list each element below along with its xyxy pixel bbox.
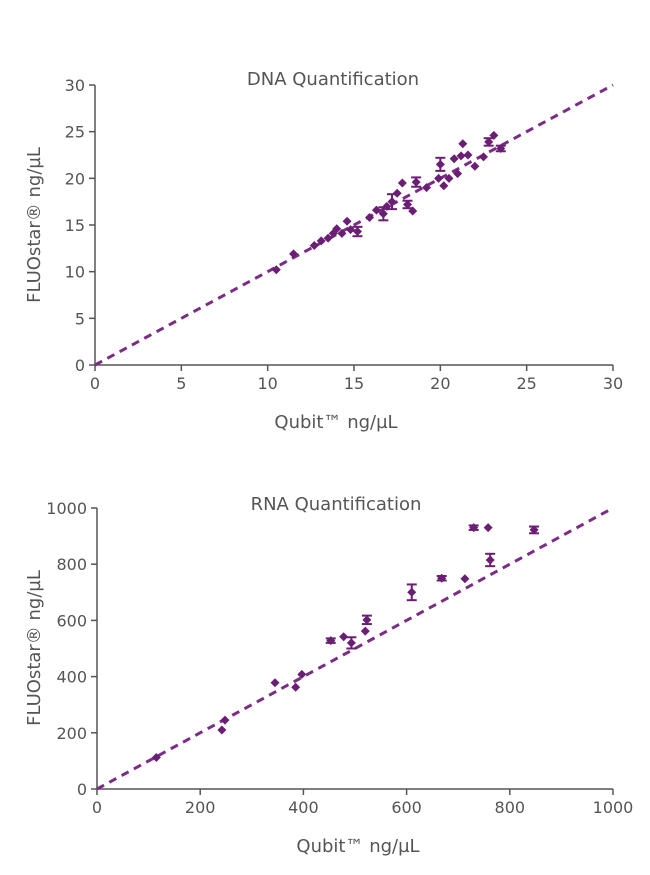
y-tick-label: 1000	[46, 499, 87, 518]
x-tick-label: 10	[257, 374, 277, 393]
dna-quantification-chart: DNA Quantification 0 5 10 15 20 25 30 0 5 10 15 20…	[24, 69, 623, 433]
dna-data-points	[271, 130, 506, 275]
data-point	[362, 615, 372, 625]
dna-reference-line	[94, 83, 614, 367]
data-point	[529, 525, 539, 535]
data-point	[458, 139, 468, 149]
y-tick-label: 200	[56, 724, 87, 743]
data-point	[271, 265, 281, 275]
rna-chart-title: RNA Quantification	[251, 494, 422, 515]
y-tick-label: 0	[77, 780, 87, 799]
dna-y-axis-label: FLUOstar® ng/µL	[24, 147, 45, 303]
data-point	[352, 227, 362, 237]
data-point	[463, 150, 473, 160]
x-tick-label: 800	[495, 798, 526, 817]
x-tick-label: 30	[603, 374, 623, 393]
data-point	[439, 181, 449, 191]
data-point	[346, 638, 356, 648]
data-point	[422, 183, 432, 193]
data-point	[291, 682, 301, 692]
data-point	[289, 249, 299, 259]
data-point	[470, 161, 480, 171]
dna-chart-title: DNA Quantification	[247, 69, 419, 90]
rna-quantification-chart: RNA Quantification 0 200 400 600 800 1000 0 20…	[24, 494, 633, 857]
data-point	[408, 206, 418, 216]
data-point	[151, 753, 161, 763]
data-point	[403, 199, 413, 209]
data-point	[434, 173, 444, 183]
data-point	[485, 555, 495, 565]
data-point	[309, 241, 319, 251]
data-point	[387, 197, 397, 207]
data-point	[460, 574, 470, 584]
x-tick-label: 200	[185, 798, 216, 817]
y-tick-label: 30	[65, 76, 85, 95]
x-tick-label: 15	[344, 374, 364, 393]
data-point	[456, 151, 466, 161]
data-point	[397, 178, 407, 188]
rna-y-axis-label: FLUOstar® ng/µL	[24, 570, 45, 726]
data-point	[360, 626, 370, 636]
y-tick-label: 400	[56, 668, 87, 687]
x-tick-label: 0	[90, 374, 100, 393]
y-tick-label: 800	[56, 555, 87, 574]
data-point	[270, 678, 280, 688]
data-point	[339, 632, 349, 642]
data-point	[378, 209, 388, 219]
x-tick-label: 5	[176, 374, 186, 393]
data-point	[297, 669, 307, 679]
y-tick-label: 600	[56, 611, 87, 630]
rna-x-ticks: 0 200 400 600 800 1000	[92, 789, 633, 817]
data-point	[449, 154, 459, 164]
data-point	[323, 233, 333, 243]
rna-data-points	[151, 523, 540, 763]
x-tick-label: 25	[516, 374, 536, 393]
data-point	[437, 573, 447, 583]
data-point	[326, 636, 336, 646]
data-point	[332, 224, 342, 234]
x-tick-label: 600	[391, 798, 422, 817]
y-tick-label: 5	[75, 309, 85, 328]
rna-y-ticks: 0 200 400 600 800 1000	[46, 499, 97, 799]
data-point	[342, 216, 352, 226]
data-point	[217, 725, 227, 735]
dna-x-ticks: 0 5 10 15 20 25 30	[90, 365, 623, 393]
data-point	[469, 523, 479, 533]
data-point	[365, 213, 375, 223]
data-point	[407, 587, 417, 597]
x-tick-label: 1000	[593, 798, 634, 817]
rna-x-axis-label: Qubit™ ng/µL	[296, 836, 419, 857]
y-tick-label: 10	[65, 263, 85, 282]
y-tick-label: 20	[65, 169, 85, 188]
data-point	[496, 143, 506, 153]
data-point	[435, 159, 445, 169]
data-point	[444, 173, 454, 183]
y-tick-label: 0	[75, 356, 85, 375]
y-tick-label: 15	[65, 216, 85, 235]
data-point	[484, 137, 494, 147]
data-point	[479, 152, 488, 162]
x-tick-label: 20	[430, 374, 450, 393]
data-point	[316, 236, 326, 246]
dna-y-ticks: 0 5 10 15 20 25 30	[65, 76, 95, 375]
y-tick-label: 25	[65, 123, 85, 142]
data-point	[483, 523, 493, 533]
data-point	[411, 177, 421, 187]
x-tick-label: 0	[92, 798, 102, 817]
x-tick-label: 400	[288, 798, 319, 817]
data-point	[337, 228, 347, 238]
dna-x-axis-label: Qubit™ ng/µL	[274, 412, 397, 433]
data-point	[392, 188, 402, 198]
data-point	[489, 130, 499, 140]
data-point	[453, 169, 463, 179]
data-point	[220, 715, 230, 725]
